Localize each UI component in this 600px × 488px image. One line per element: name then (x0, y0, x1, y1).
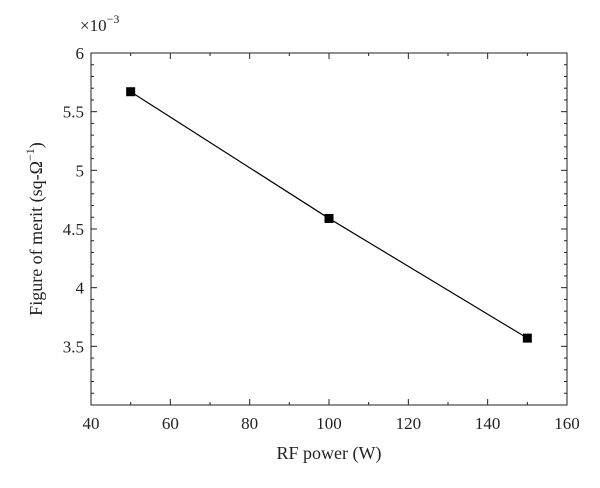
x-tick-label: 120 (396, 414, 422, 433)
y-tick-label: 6 (76, 44, 85, 63)
x-tick-label: 80 (241, 414, 258, 433)
y-multiplier: ×10−3 (80, 12, 119, 35)
y-tick-labels: 3.5 4 4.5 5 5.5 6 (63, 44, 85, 356)
x-tick-labels: 40 60 80 100 120 140 160 (83, 414, 580, 433)
data-point-marker (324, 213, 334, 223)
x-tick-label: 40 (83, 414, 100, 433)
data-point-marker (522, 333, 532, 343)
y-tick-label: 5.5 (63, 103, 84, 122)
plot-frame (90, 52, 568, 406)
series-group (126, 87, 532, 343)
y-tick-label: 3.5 (63, 337, 84, 356)
x-axis-title: RF power (W) (277, 443, 382, 464)
x-tick-label: 140 (475, 414, 501, 433)
y-tick-label: 5 (76, 161, 85, 180)
y-axis-title: Figure of merit (sq-Ω−1) (23, 142, 47, 316)
data-point-marker (126, 87, 136, 97)
x-tick-label: 60 (162, 414, 179, 433)
y-tick-label: 4.5 (63, 220, 84, 239)
axis-ticks (90, 52, 568, 405)
y-tick-label: 4 (76, 279, 85, 298)
x-tick-label: 160 (554, 414, 580, 433)
x-tick-label: 100 (316, 414, 342, 433)
